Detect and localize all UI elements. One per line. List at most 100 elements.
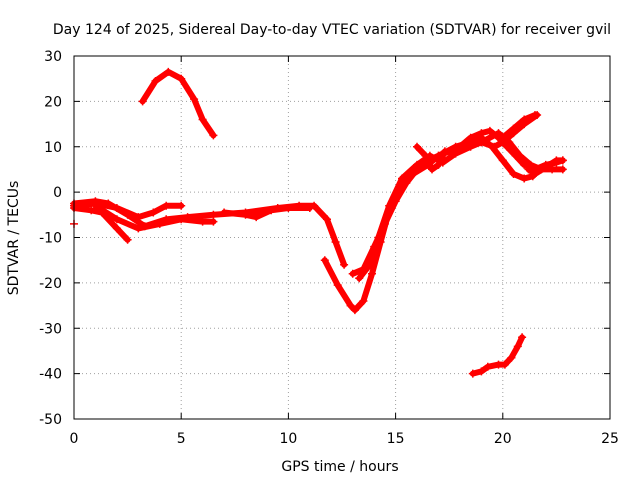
data-point <box>428 165 436 174</box>
y-tick-label: -40 <box>39 367 62 383</box>
data-point <box>331 238 340 246</box>
data-point <box>518 333 527 342</box>
data-point <box>490 142 499 151</box>
x-axis-label: GPS time / hours <box>281 459 398 475</box>
data-point <box>509 170 518 178</box>
data-point <box>220 208 229 217</box>
data-point <box>558 156 567 165</box>
data-point <box>500 360 509 369</box>
series-track-d <box>91 201 218 233</box>
data-point <box>123 235 132 244</box>
x-tick-label: 10 <box>279 431 297 447</box>
y-axis-ticks: 30 20 10 0 -10 -20 -30 -40 -50 <box>39 49 610 428</box>
series-track-n <box>524 156 567 178</box>
data-point <box>134 224 143 233</box>
data-point <box>558 165 567 174</box>
data-point <box>498 156 507 165</box>
x-axis-ticks: 0 5 10 15 20 25 <box>70 56 619 447</box>
data-point <box>198 115 207 124</box>
data-series <box>70 67 567 378</box>
series-track-l <box>498 111 539 142</box>
series-track-j <box>413 142 449 174</box>
data-point <box>112 204 121 212</box>
data-point <box>413 160 421 169</box>
chart-title: Day 124 of 2025, Sidereal Day-to-day VTE… <box>53 22 611 38</box>
data-point <box>531 111 539 119</box>
data-point <box>162 201 171 210</box>
data-point <box>468 369 477 378</box>
data-point <box>520 174 529 183</box>
data-point <box>348 269 357 278</box>
data-point <box>284 204 293 212</box>
data-point <box>466 142 475 151</box>
data-point <box>209 210 218 219</box>
data-point <box>151 77 160 85</box>
data-point <box>520 115 529 124</box>
data-point <box>87 206 96 215</box>
data-point <box>209 131 218 140</box>
x-tick-label: 20 <box>494 431 512 447</box>
data-point <box>177 74 186 83</box>
data-point <box>346 301 355 310</box>
data-point <box>177 215 186 224</box>
y-tick-label: 20 <box>44 94 62 110</box>
data-point <box>350 306 359 315</box>
y-tick-label: -50 <box>39 412 62 428</box>
data-point <box>498 133 507 142</box>
data-point <box>112 215 121 224</box>
series-track-m <box>468 333 527 378</box>
data-point <box>385 201 394 210</box>
data-point <box>477 367 486 376</box>
data-point <box>477 138 486 147</box>
data-point <box>252 213 261 222</box>
data-point <box>320 256 329 265</box>
data-point <box>209 217 218 226</box>
data-point <box>177 201 186 210</box>
data-point <box>398 174 406 183</box>
series-line <box>499 112 538 141</box>
data-point <box>434 160 443 169</box>
data-point <box>524 165 533 174</box>
data-point <box>340 260 349 269</box>
y-tick-label: -10 <box>39 231 62 247</box>
data-point <box>483 362 492 371</box>
data-point <box>134 213 143 222</box>
data-point <box>305 204 314 212</box>
data-point <box>440 147 449 156</box>
data-point <box>451 149 460 158</box>
data-point <box>421 151 430 160</box>
data-point <box>365 260 374 269</box>
y-tick-label: 30 <box>44 49 62 65</box>
data-point <box>513 342 522 351</box>
data-point <box>466 133 475 142</box>
x-tick-label: 0 <box>70 431 79 447</box>
series-track-e <box>220 204 314 222</box>
data-point <box>413 142 421 151</box>
data-point <box>198 217 207 226</box>
data-point <box>516 151 524 160</box>
y-tick-label: 0 <box>53 185 62 201</box>
x-tick-label: 15 <box>387 431 405 447</box>
data-point <box>368 269 376 278</box>
data-point <box>374 233 383 242</box>
y-tick-label: -20 <box>39 276 62 292</box>
data-point <box>509 124 518 133</box>
data-point <box>241 210 250 219</box>
y-tick-label: -30 <box>39 321 62 337</box>
data-point <box>333 281 342 290</box>
data-point <box>112 224 121 233</box>
x-tick-label: 5 <box>177 431 186 447</box>
data-point <box>541 163 550 172</box>
data-point <box>164 67 173 76</box>
data-point <box>548 165 557 174</box>
data-point <box>485 126 494 135</box>
data-point <box>149 208 158 217</box>
series-line <box>478 112 541 150</box>
data-point <box>138 97 147 106</box>
data-point <box>267 206 276 215</box>
data-point <box>155 219 164 228</box>
data-point <box>477 129 486 138</box>
data-point <box>531 170 539 178</box>
y-tick-label: 10 <box>44 140 62 156</box>
